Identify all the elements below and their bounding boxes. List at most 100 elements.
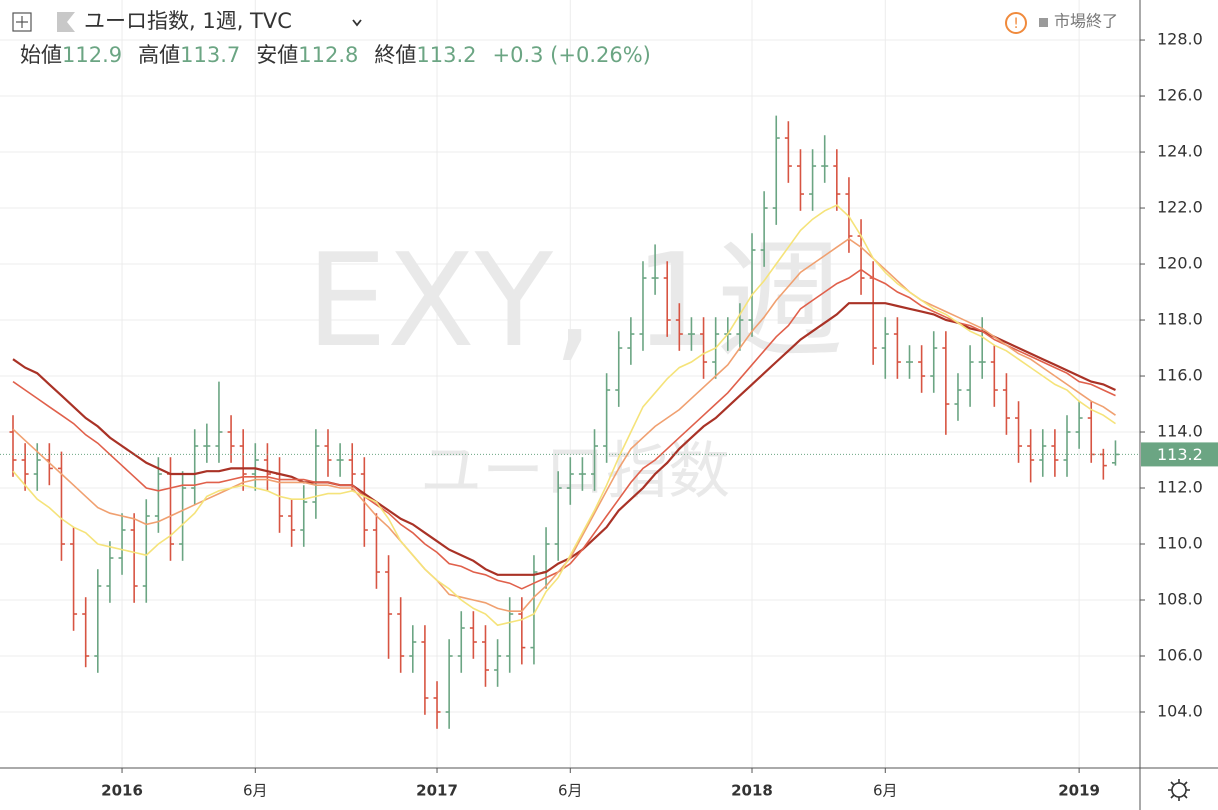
ohlc-bar (615, 331, 623, 407)
y-tick-label: 110.0 (1157, 534, 1203, 553)
y-tick-label: 108.0 (1157, 590, 1203, 609)
ohlc-readout: 始値112.9 高値113.7 安値112.8 終値113.2 +0.3 (+0.26%… (20, 43, 651, 67)
ohlc-bar (179, 471, 187, 561)
ohlc-value: 113.7 (180, 43, 240, 67)
y-tick-label: 126.0 (1157, 86, 1203, 105)
ohlc-bar (518, 597, 526, 665)
ohlc-bar (1039, 429, 1047, 477)
dropdown-chevron[interactable] (352, 19, 362, 27)
ohlc-bar (930, 331, 938, 393)
y-tick-label: 120.0 (1157, 254, 1203, 273)
ohlc-bar (591, 429, 599, 491)
alert-icon[interactable] (1005, 12, 1027, 34)
ohlc-label: 終値 (374, 43, 416, 67)
ohlc-bar (845, 177, 853, 253)
ohlc-bar (809, 149, 817, 211)
ohlc-bar (760, 191, 768, 267)
symbol-title[interactable]: ユーロ指数, 1週, TVC (84, 9, 292, 33)
y-tick-label: 124.0 (1157, 142, 1203, 161)
ohlc-bar (603, 373, 611, 463)
ohlc-bar (978, 317, 986, 379)
ohlc-bar (966, 345, 974, 407)
ohlc-bar (494, 639, 502, 687)
ohlc-bar (942, 331, 950, 435)
ohlc-bar (1063, 415, 1071, 477)
last-price-label: 113.2 (1157, 445, 1203, 464)
ohlc-bar (409, 625, 417, 673)
ohlc-bar (736, 303, 744, 351)
market-status: 市場終了 (1054, 12, 1118, 31)
ohlc-bar (1027, 429, 1035, 483)
ohlc-bar (1051, 429, 1059, 477)
ohlc-bar (748, 233, 756, 337)
ohlc-bar (142, 499, 150, 603)
ohlc-bar (1002, 373, 1010, 435)
ohlc-bar (481, 625, 489, 687)
ohlc-value: 112.9 (62, 43, 122, 67)
ohlc-bar (215, 381, 223, 463)
ohlc-bar (506, 597, 514, 673)
y-tick-label: 118.0 (1157, 310, 1203, 329)
axes: 104.0 106.0 108.0 110.0 112.0 114.0 116.0 118.0… (101, 30, 1218, 800)
ohlc-bar (469, 611, 477, 659)
y-tick-label: 122.0 (1157, 198, 1203, 217)
y-tick-label: 114.0 (1157, 422, 1203, 441)
moving-average-line (12, 302, 1116, 576)
ohlc-bar (288, 499, 296, 547)
ohlc-bar (385, 555, 393, 659)
ohlc-bar (106, 541, 114, 603)
ohlc-bar (82, 597, 90, 668)
status-dot (1039, 18, 1048, 27)
ohlc-bar (893, 317, 901, 379)
ohlc-bar (700, 317, 708, 379)
lines (12, 204, 1116, 627)
watermark: EXY, 1週 ユーロ指数 (306, 227, 844, 507)
ohlc-bar (687, 317, 695, 351)
ohlc-bar (821, 135, 829, 183)
x-tick-label: 2018 (731, 782, 773, 800)
x-tick-label: 2019 (1058, 782, 1100, 800)
x-tick-label: 6月 (558, 782, 583, 800)
x-tick-label: 6月 (873, 782, 898, 800)
header: ユーロ指数, 1週, TVC 始値112.9 高値113.7 安値112.8 終値11… (12, 9, 1118, 67)
ohlc-bar (348, 443, 356, 491)
ohlc-bar (94, 569, 102, 673)
y-tick-label: 104.0 (1157, 702, 1203, 721)
ohlc-bar (191, 429, 199, 505)
ohlc-bar (651, 244, 659, 295)
ohlc-bar (1075, 401, 1083, 449)
ohlc-bar (663, 261, 671, 337)
ohlc-bar (566, 457, 574, 505)
expand-icon[interactable] (12, 12, 32, 32)
watermark-symbol: EXY, 1週 (306, 227, 844, 376)
ohlc-bar (1015, 401, 1023, 463)
ohlc-bar (457, 611, 465, 673)
ohlc-label: 高値 (138, 43, 180, 67)
ohlc-bar (530, 555, 538, 665)
ohlc-bar (578, 457, 586, 491)
ohlc-label: 始値 (20, 43, 62, 67)
ohlc-bar (918, 345, 926, 393)
ohlc-bar (203, 423, 211, 463)
x-tick-label: 6月 (243, 782, 268, 800)
moving-average-line (12, 204, 1116, 627)
last-price-box (1141, 442, 1218, 467)
ohlc-bar (372, 513, 380, 589)
ohlc-bar (639, 261, 647, 351)
ohlc-bar (554, 471, 562, 561)
settings-icon[interactable] (1168, 779, 1190, 801)
ohlc-bar (906, 345, 914, 379)
ohlc-bar (433, 681, 441, 729)
bars (9, 115, 1119, 729)
ohlc-bar (421, 625, 429, 715)
ohlc-change: +0.3 (+0.26%) (493, 43, 651, 67)
ohlc-bar (300, 485, 308, 547)
ohlc-bar (627, 317, 635, 365)
ohlc-bar (70, 527, 78, 631)
ohlc-bar (784, 121, 792, 183)
ohlc-bar (833, 149, 841, 211)
gear-teeth (1168, 779, 1190, 801)
ohlc-bar (445, 639, 453, 729)
ohlc-bar (324, 429, 332, 477)
